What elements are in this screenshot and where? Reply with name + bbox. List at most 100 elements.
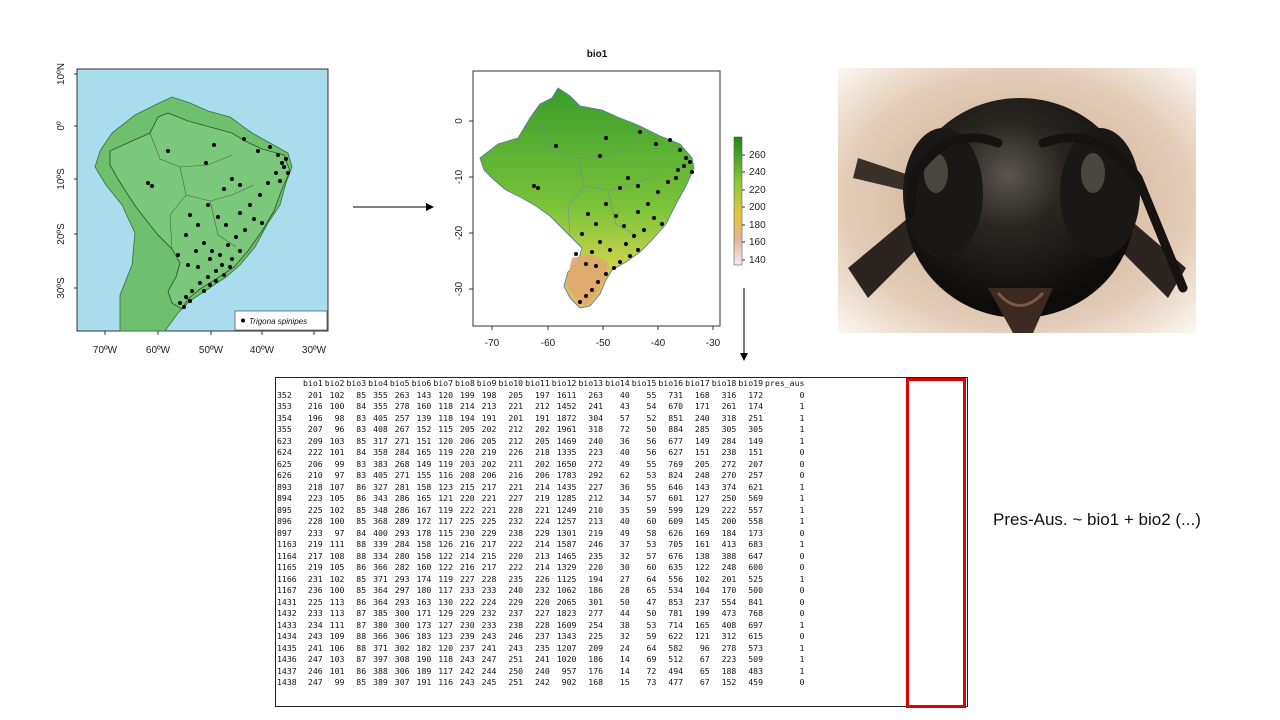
table-cell: 241 [588, 401, 604, 411]
table-cell: 214 [534, 539, 550, 549]
table-cell: 121 [694, 631, 710, 641]
table-cell: 228 [481, 573, 497, 584]
arrow-right [353, 203, 434, 211]
table-cell: 190 [416, 654, 432, 664]
table-cell: 130 [438, 596, 454, 607]
table-cell: 231 [307, 573, 323, 584]
table-cell: 86 [356, 481, 367, 492]
table-cell: 199 [694, 608, 710, 618]
table-cell: 119 [438, 573, 454, 584]
colorbar-tick: 260 [749, 150, 766, 161]
column-header-bio10: bio10 [498, 378, 524, 388]
table-cell: 268 [394, 458, 410, 469]
table-cell: 228 [534, 619, 550, 630]
table-cell: 129 [694, 504, 710, 515]
table-cell: 500 [748, 585, 764, 595]
table-cell: 234 [307, 619, 323, 630]
table-cell: 184 [721, 527, 737, 538]
table-cell: 83 [356, 458, 367, 469]
table-cell: 222 [459, 504, 475, 515]
table-cell: 240 [508, 585, 524, 595]
table-cell: 824 [668, 470, 684, 480]
table-cell: 227 [459, 573, 475, 584]
table-cell: 50 [646, 424, 657, 434]
table-cell: 205 [481, 435, 497, 446]
table-cell: 235 [534, 642, 550, 653]
table-cell: 219 [588, 527, 604, 538]
table-cell: 152 [416, 424, 432, 434]
table-cell: 84 [356, 447, 367, 457]
table-cell: 60 [646, 562, 657, 572]
table-cell: 97 [334, 470, 345, 480]
table-cell: 374 [721, 481, 737, 492]
table-cell: 0 [799, 596, 805, 607]
table-cell: 1872 [556, 412, 577, 423]
table-cell: 473 [721, 608, 737, 618]
table-cell: 167 [416, 504, 432, 515]
table-cell: 1650 [556, 458, 577, 469]
table-cell: 221 [481, 504, 497, 515]
table-row: 354 196 98 83 405 257 139 118 194 191 201 191 1872 30… [276, 413, 806, 425]
table-cell: 85 [356, 573, 367, 584]
table-cell: 270 [721, 470, 737, 480]
table-row: 1433 234 111 87 380 300 173 127 230 233 238 228 1609… [276, 620, 806, 632]
table-cell: 244 [481, 665, 497, 676]
table-cell: 237 [534, 631, 550, 641]
table-cell: 105 [329, 493, 345, 503]
table-cell: 186 [588, 585, 604, 595]
table-cell: 30 [619, 562, 630, 572]
table-cell: 221 [534, 504, 550, 515]
table-cell: 364 [373, 585, 388, 595]
table-cell: 218 [534, 447, 550, 457]
table-cell: 233 [481, 585, 497, 595]
table-cell: 1 [799, 504, 805, 515]
table-cell: 88 [356, 550, 367, 561]
table-cell: 102 [329, 573, 345, 584]
row-id-cell: 625 [277, 458, 292, 469]
table-cell: 247 [307, 654, 323, 664]
table-cell: 224 [534, 516, 550, 526]
table-cell: 243 [508, 642, 524, 653]
row-id-cell: 1436 [277, 654, 297, 664]
table-cell: 67 [699, 677, 710, 687]
table-row: 897 233 97 84 400 293 178 115 230 229 238 229 1301 21… [276, 528, 806, 540]
table-cell: 100 [329, 401, 345, 411]
table-cell: 170 [721, 585, 737, 595]
table-cell: 37 [619, 539, 630, 549]
table-cell: 254 [588, 619, 604, 630]
table-cell: 646 [668, 481, 684, 492]
table-cell: 272 [721, 458, 737, 469]
table-cell: 73 [646, 677, 657, 687]
table-cell: 14 [619, 654, 630, 664]
table-cell: 227 [588, 481, 604, 492]
table-cell: 380 [373, 619, 388, 630]
table-cell: 123 [438, 631, 454, 641]
table-cell: 119 [438, 458, 454, 469]
table-cell: 87 [356, 654, 367, 664]
column-header-bio18: bio18 [711, 378, 737, 388]
table-cell: 50 [619, 596, 630, 607]
table-cell: 1 [799, 665, 805, 676]
table-cell: 212 [534, 401, 550, 411]
table-cell: 122 [438, 550, 454, 561]
table-cell: 36 [619, 435, 630, 446]
table-cell: 1257 [556, 516, 577, 526]
table-cell: 64 [646, 642, 657, 653]
table-cell: 245 [481, 677, 497, 687]
table-cell: 168 [588, 677, 604, 687]
table-cell: 247 [481, 654, 497, 664]
table-cell: 1020 [556, 654, 577, 664]
table-cell: 1301 [556, 527, 577, 538]
table-row: 1165 219 105 86 366 282 160 122 216 217 222 214 1329… [276, 562, 806, 574]
table-cell: 235 [508, 573, 524, 584]
table-cell: 145 [694, 516, 710, 526]
table-cell: 86 [356, 596, 367, 607]
table-cell: 120 [438, 642, 454, 653]
table-row: 624 222 101 84 358 284 165 119 220 219 226 218 1335 2… [276, 447, 806, 459]
table-cell: 243 [459, 677, 475, 687]
table-cell: 232 [534, 585, 550, 595]
table-cell: 121 [438, 493, 454, 503]
table-cell: 368 [373, 516, 388, 526]
table-cell: 202 [481, 458, 497, 469]
table-cell: 210 [307, 470, 323, 480]
